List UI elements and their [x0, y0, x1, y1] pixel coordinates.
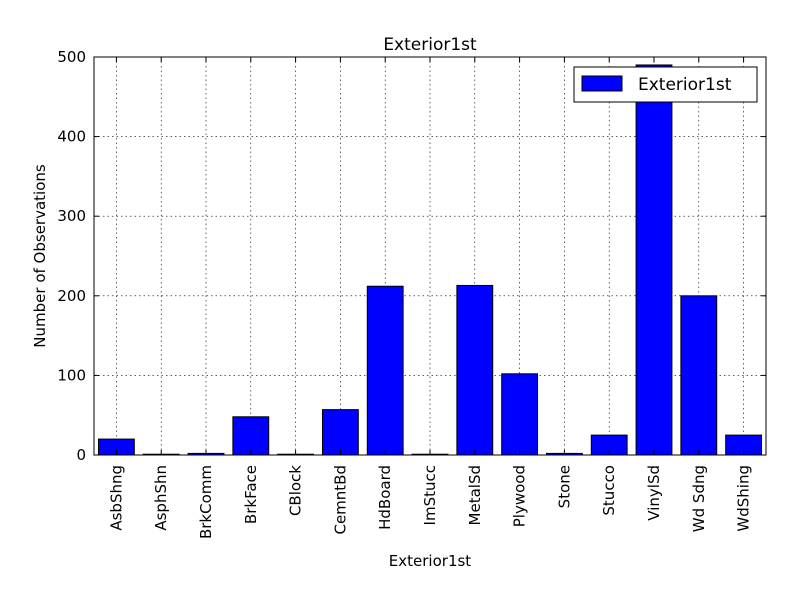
- x-tick-label: Stone: [555, 465, 573, 508]
- x-tick-label: HdBoard: [376, 465, 394, 530]
- y-tick-label: 100: [57, 366, 86, 384]
- bar-vinylsd: [635, 64, 673, 456]
- x-tick-label: Plywood: [511, 465, 529, 527]
- x-tick-label: MetalSd: [466, 465, 484, 525]
- bar-brkface: [232, 416, 270, 456]
- x-tick-label: CemntBd: [331, 465, 349, 535]
- x-axis-ticks: AsbShng AsphShn BrkComm BrkFace CBlock CemntB…: [107, 57, 753, 539]
- y-tick-label: 400: [57, 128, 86, 146]
- legend: Exterior1st: [573, 66, 758, 103]
- x-tick-label: VinylSd: [645, 465, 663, 521]
- x-tick-label: AsbShng: [107, 465, 125, 531]
- y-tick-label: 300: [57, 207, 86, 225]
- legend-label: Exterior1st: [638, 75, 732, 95]
- x-tick-label: Stucco: [600, 465, 618, 516]
- x-tick-label: BrkComm: [197, 465, 215, 539]
- chart-title: Exterior1st: [383, 35, 477, 55]
- bar-cemntbd: [321, 409, 359, 456]
- bars: [97, 64, 763, 456]
- x-tick-label: ImStucc: [421, 465, 439, 525]
- y-tick-label: 500: [57, 48, 86, 66]
- y-axis-label: Number of Observations: [31, 164, 49, 348]
- x-tick-label: CBlock: [287, 465, 305, 516]
- bar-wd-sdng: [680, 295, 718, 456]
- x-tick-label: BrkFace: [242, 465, 260, 524]
- bar-metalsd: [456, 284, 494, 456]
- y-tick-label: 0: [76, 446, 86, 464]
- y-tick-label: 200: [57, 287, 86, 305]
- y-axis-ticks: 0 100 200 300 400 500: [57, 48, 766, 464]
- x-axis-label: Exterior1st: [389, 552, 472, 570]
- legend-swatch: [581, 75, 623, 92]
- x-tick-label: WdShing: [735, 465, 753, 532]
- bar-hdboard: [366, 285, 404, 456]
- bar-plywood: [501, 373, 539, 456]
- x-tick-label: Wd Sdng: [690, 465, 708, 532]
- x-tick-label: AsphShn: [152, 465, 170, 531]
